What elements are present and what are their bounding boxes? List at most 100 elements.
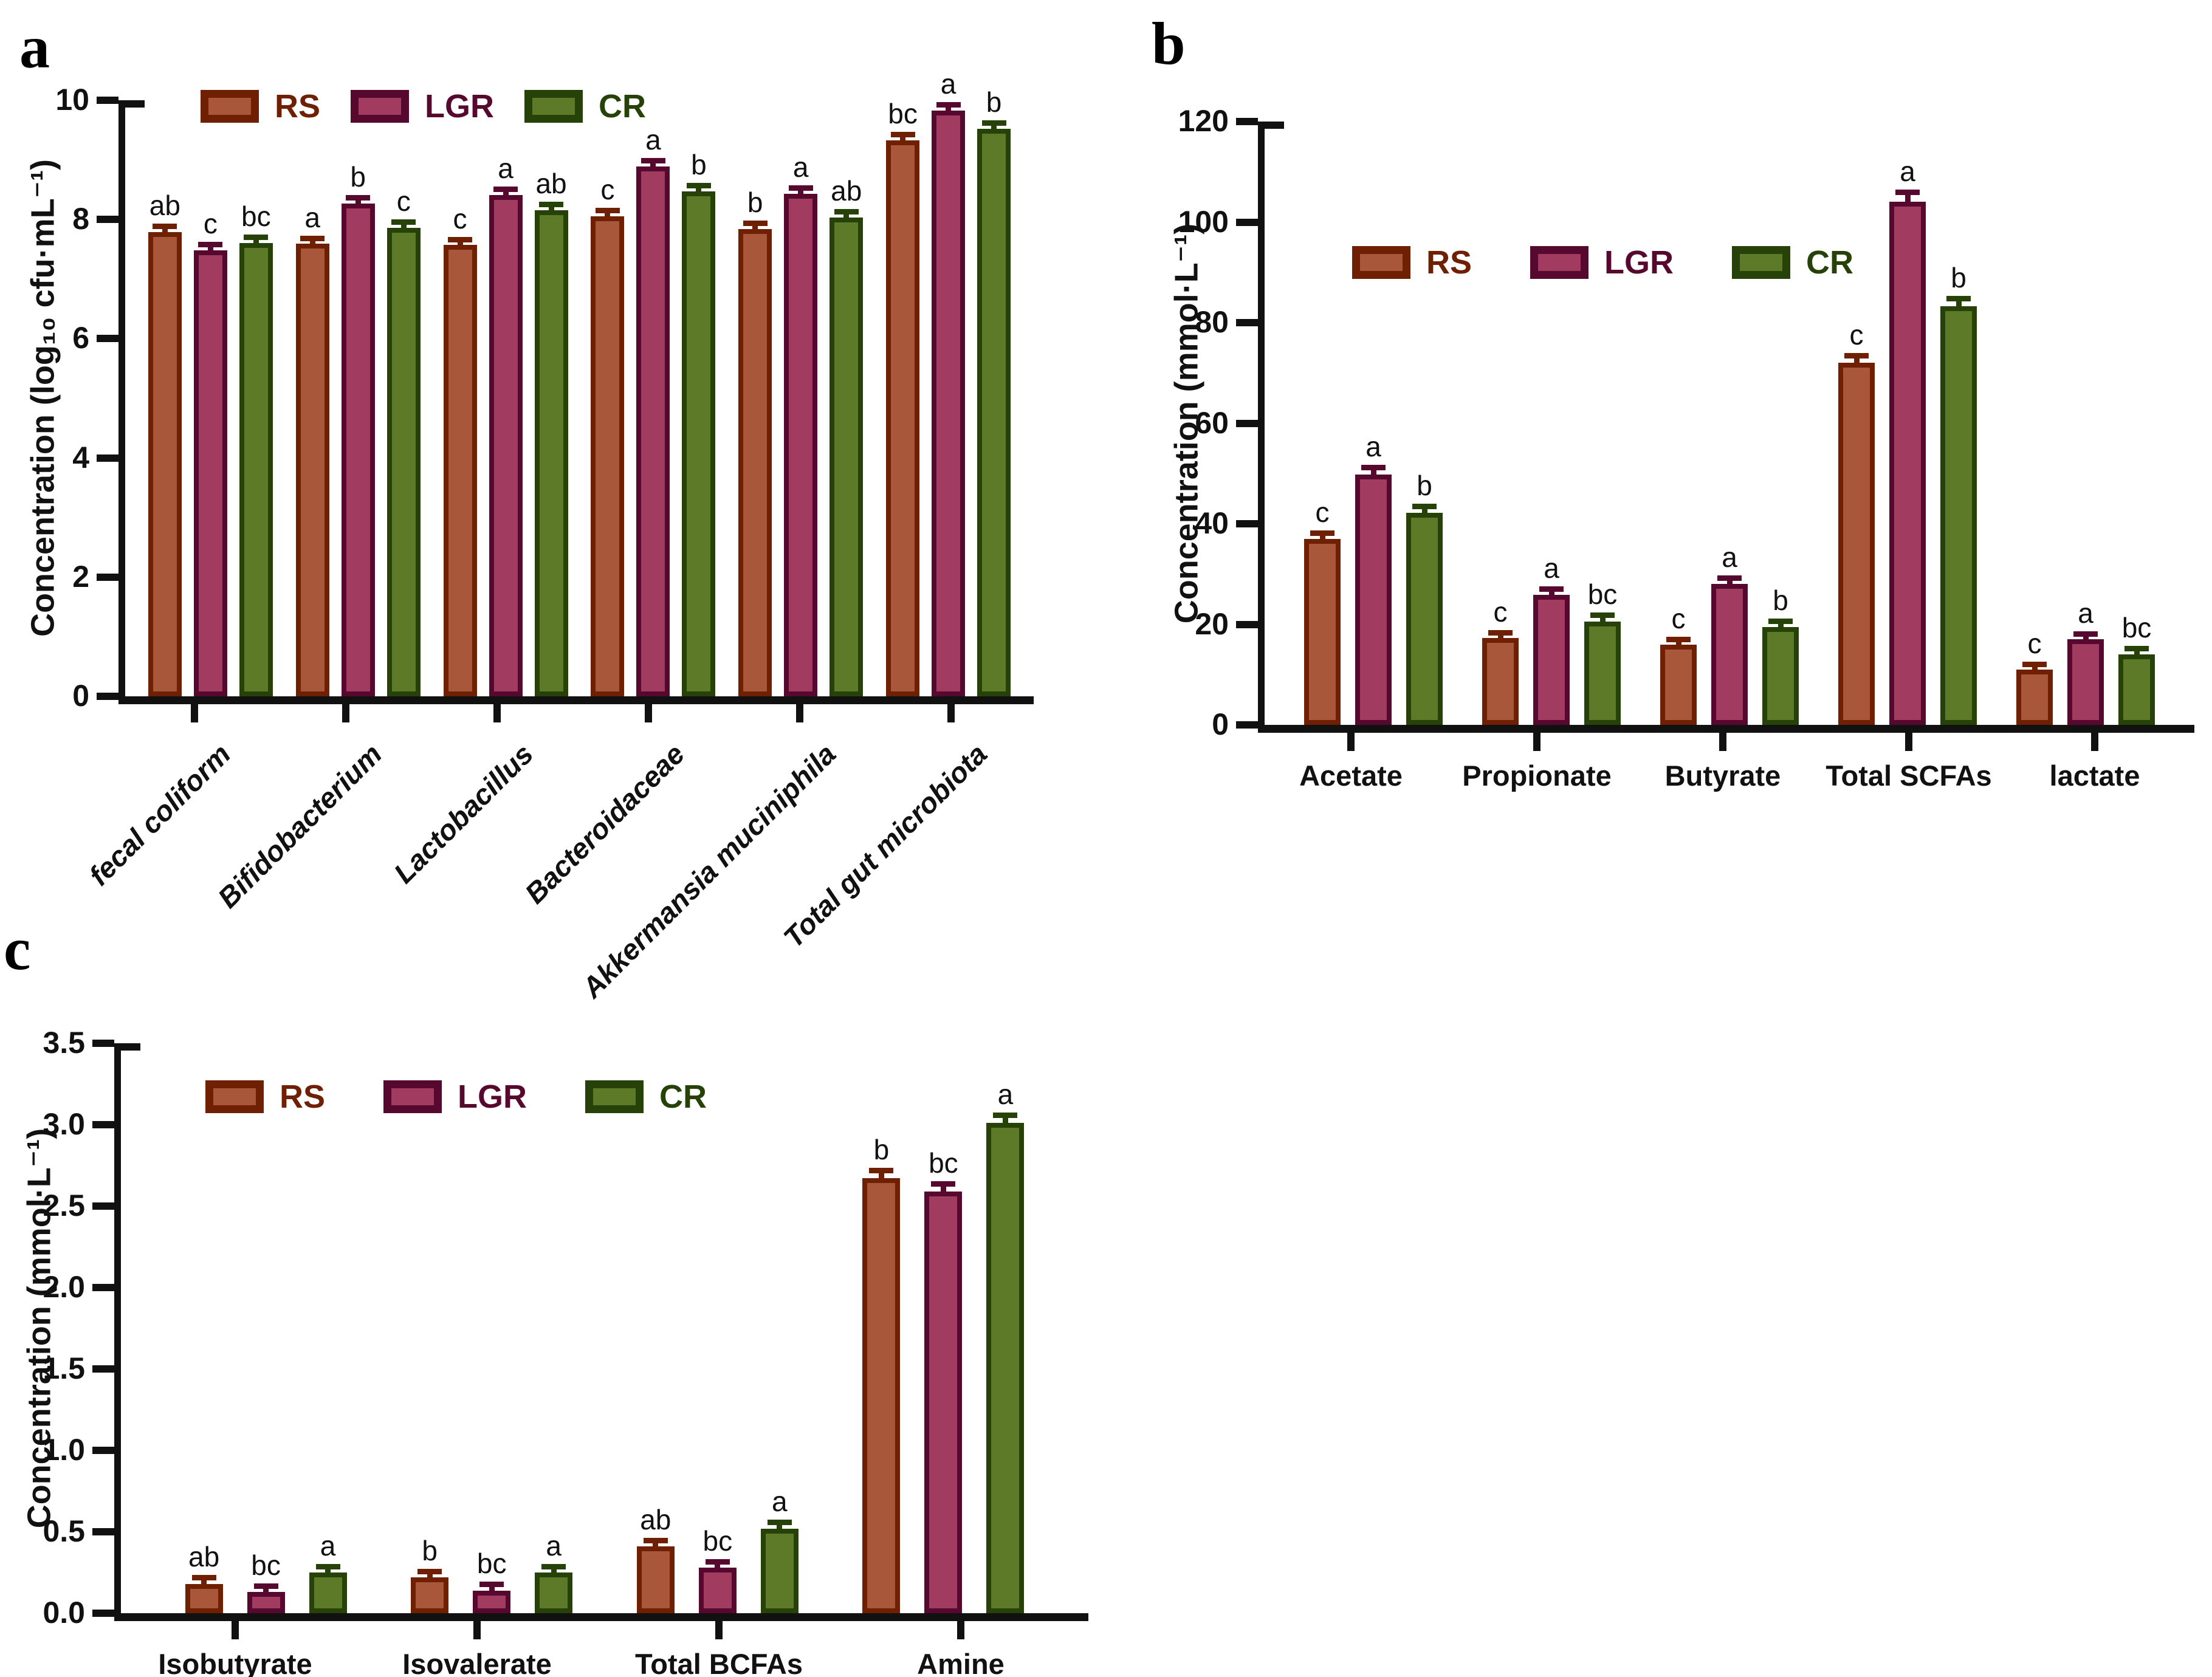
significance-letter: bc — [888, 97, 918, 129]
error-bar-cap — [541, 1563, 566, 1569]
bar — [1762, 626, 1799, 725]
y-tick-b — [1236, 419, 1258, 427]
legend-b: RS LGR CR — [1352, 246, 1853, 279]
y-tick-label-c: 3.5 — [43, 1026, 85, 1060]
error-bar — [931, 1181, 956, 1192]
y-tick-c — [92, 1040, 114, 1047]
error-bar — [1488, 629, 1513, 638]
error-bar-stem — [548, 207, 554, 210]
error-bar-stem — [1853, 358, 1860, 363]
bar-groups-a: ab c bc a b c c a ab c a b b a ab bc a b — [125, 70, 1034, 696]
error-bar-cap — [1539, 586, 1564, 592]
error-bar — [1412, 504, 1437, 513]
significance-letter: a — [645, 124, 661, 156]
error-bar-stem — [1777, 623, 1784, 627]
significance-letter: b — [1951, 262, 1966, 294]
bar — [1355, 474, 1392, 725]
significance-letter: ab — [188, 1541, 220, 1573]
error-bar — [448, 236, 473, 245]
bar — [977, 129, 1011, 696]
bar-groups-b: c a b c a bc c a b c a b c a bc — [1265, 122, 2194, 725]
bar-stack: b — [341, 160, 375, 696]
error-bar — [300, 235, 325, 244]
x-category-label: Total gut microbiota — [777, 737, 994, 954]
legend-label-rs: RS — [280, 1079, 326, 1115]
bar-stack: a — [489, 154, 523, 696]
bar-stack: bc — [1584, 580, 1621, 725]
legend-item: LGR — [351, 90, 494, 123]
bar-stack: bc — [2118, 614, 2155, 725]
error-bar — [686, 183, 711, 192]
category-group: c a b — [1660, 543, 1799, 725]
y-tick-label-a: 2 — [72, 559, 89, 594]
bar-stack: a — [309, 1532, 347, 1613]
bar — [534, 210, 568, 696]
y-tick-label-b: 60 — [1195, 405, 1229, 440]
significance-letter: b — [350, 160, 366, 193]
error-bar — [1666, 636, 1691, 645]
x-tick-c — [715, 1621, 723, 1639]
axis-top-tick-b — [1265, 122, 1284, 129]
x-tick-b — [1347, 733, 1355, 751]
y-tick-b — [1236, 721, 1258, 729]
error-bar-cap — [300, 235, 325, 241]
error-bar-cap — [493, 187, 518, 193]
error-bar — [479, 1582, 504, 1591]
legend-swatch-lgr — [1530, 246, 1589, 279]
significance-letter: ab — [535, 167, 567, 199]
error-bar — [391, 219, 416, 228]
error-bar-cap — [1412, 504, 1437, 510]
legend-label-cr: CR — [1806, 244, 1854, 281]
error-bar-cap — [479, 1582, 504, 1588]
y-tick-b — [1236, 118, 1258, 125]
bar — [1482, 637, 1519, 725]
legend-label-lgr: LGR — [1604, 244, 1674, 281]
x-category-label: Total SCFAs — [1826, 760, 1992, 792]
bar-stack: a — [535, 1532, 573, 1613]
axis-top-tick-c — [121, 1043, 140, 1051]
x-tick-b — [1905, 733, 1912, 751]
error-bar — [869, 1168, 894, 1179]
y-tick-c — [92, 1202, 114, 1210]
bar-stack: ab — [148, 191, 182, 696]
bar-stack: c — [1304, 498, 1341, 725]
bar — [535, 1572, 573, 1613]
error-bar-cap — [641, 158, 665, 164]
error-bar — [539, 201, 564, 210]
bar-stack: c — [386, 187, 421, 696]
error-bar-stem — [201, 1580, 207, 1584]
category-group: ab bc a — [185, 1532, 347, 1613]
significance-letter: c — [1315, 496, 1330, 528]
bar-stack: ab — [534, 167, 568, 696]
bar — [986, 1123, 1025, 1613]
bar — [760, 1528, 799, 1613]
bar — [1940, 306, 1977, 725]
x-category-label: Lactobacillus — [387, 737, 540, 890]
error-bar-cap — [1666, 636, 1691, 642]
error-bar — [936, 101, 961, 111]
error-bar — [1946, 296, 1971, 306]
error-bar — [2073, 631, 2098, 640]
bar-stack: a — [932, 70, 966, 696]
y-tick-label-c: 0.0 — [43, 1596, 85, 1630]
x-tick-c — [957, 1621, 964, 1639]
error-bar — [834, 209, 859, 218]
error-bar — [1844, 352, 1869, 363]
bar — [886, 140, 920, 696]
error-bar-cap — [198, 242, 223, 248]
bar — [1584, 621, 1621, 725]
bar-stack: bc — [924, 1149, 963, 1613]
legend-item: LGR — [383, 1080, 527, 1113]
legend-swatch-cr — [585, 1080, 644, 1113]
bar-stack: b — [1762, 586, 1799, 725]
legend-label-lgr: LGR — [458, 1079, 527, 1115]
error-bar-stem — [457, 242, 463, 245]
error-bar-cap — [153, 223, 177, 229]
error-bar-stem — [653, 1543, 659, 1547]
error-bar — [890, 131, 915, 140]
bar — [1406, 512, 1443, 725]
bar-stack: a — [2067, 599, 2104, 725]
plot-area-a: ab c bc a b c c a ab c a b b a ab bc a b — [118, 70, 1034, 704]
error-bar-cap — [1717, 575, 1742, 581]
